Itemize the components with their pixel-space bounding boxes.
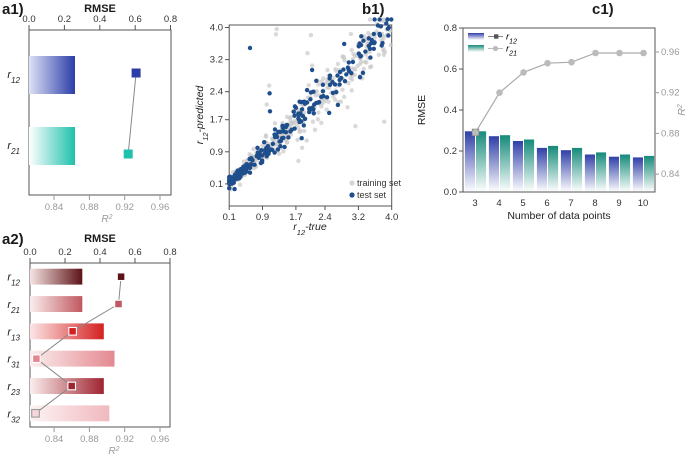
svg-text:0.92: 0.92 — [115, 434, 134, 445]
svg-text:0.0: 0.0 — [22, 14, 35, 25]
svg-text:R2: R2 — [108, 446, 119, 458]
svg-text:0.8: 0.8 — [163, 247, 176, 258]
svg-text:R2: R2 — [676, 104, 688, 116]
svg-text:5: 5 — [520, 198, 525, 209]
svg-text:0.9: 0.9 — [210, 147, 223, 158]
svg-text:0.92: 0.92 — [115, 202, 134, 213]
svg-text:Number of data points: Number of data points — [507, 210, 610, 222]
svg-text:a2): a2) — [2, 231, 24, 248]
svg-text:0.6: 0.6 — [129, 14, 142, 25]
svg-text:0.2: 0.2 — [444, 146, 457, 157]
svg-text:0.96: 0.96 — [151, 202, 170, 213]
svg-text:0.6: 0.6 — [128, 247, 141, 258]
svg-text:0.9: 0.9 — [256, 212, 269, 223]
svg-text:0.88: 0.88 — [661, 128, 680, 139]
svg-text:RMSE: RMSE — [416, 95, 428, 125]
svg-text:b1): b1) — [362, 1, 385, 18]
svg-text:4.0: 4.0 — [210, 23, 223, 34]
svg-text:0.88: 0.88 — [80, 434, 99, 445]
svg-text:0.8: 0.8 — [444, 23, 457, 34]
svg-text:r21: r21 — [506, 44, 517, 58]
svg-text:0.1: 0.1 — [223, 212, 236, 223]
svg-text:3.2: 3.2 — [352, 212, 365, 223]
svg-text:0.0: 0.0 — [23, 247, 36, 258]
svg-text:0.4: 0.4 — [93, 14, 106, 25]
svg-text:0.84: 0.84 — [45, 202, 64, 213]
svg-text:7: 7 — [568, 198, 573, 209]
svg-text:0.84: 0.84 — [661, 169, 680, 180]
svg-text:0.2: 0.2 — [58, 14, 71, 25]
svg-text:test set: test set — [357, 190, 387, 200]
svg-text:4: 4 — [496, 198, 501, 209]
svg-text:r31: r31 — [7, 354, 20, 370]
svg-text:0.96: 0.96 — [151, 434, 170, 445]
svg-text:r23: r23 — [7, 381, 20, 397]
svg-text:c1): c1) — [592, 1, 614, 18]
svg-text:2.4: 2.4 — [210, 87, 223, 98]
svg-text:8: 8 — [592, 198, 597, 209]
svg-text:9: 9 — [616, 198, 621, 209]
svg-text:3: 3 — [472, 198, 477, 209]
svg-text:r32: r32 — [7, 408, 20, 424]
svg-text:0.92: 0.92 — [661, 88, 680, 99]
svg-text:1.7: 1.7 — [210, 115, 223, 126]
svg-text:R2: R2 — [101, 214, 112, 226]
svg-text:r12: r12 — [7, 69, 20, 85]
svg-text:0.6: 0.6 — [444, 64, 457, 75]
svg-text:RMSE: RMSE — [84, 233, 116, 245]
svg-text:0.2: 0.2 — [58, 247, 71, 258]
svg-text:10: 10 — [638, 198, 649, 209]
svg-text:r12-true: r12-true — [293, 221, 327, 237]
svg-text:0.84: 0.84 — [45, 434, 64, 445]
svg-text:0.4: 0.4 — [93, 247, 106, 258]
svg-text:0.88: 0.88 — [80, 202, 99, 213]
svg-text:0.96: 0.96 — [661, 47, 680, 58]
svg-text:4.0: 4.0 — [385, 212, 398, 223]
svg-text:3.2: 3.2 — [210, 55, 223, 66]
svg-text:6: 6 — [544, 198, 549, 209]
svg-text:0.0: 0.0 — [444, 187, 457, 198]
svg-text:r21: r21 — [7, 140, 20, 156]
svg-text:0.1: 0.1 — [210, 179, 223, 190]
svg-text:r12-predicted: r12-predicted — [194, 85, 210, 145]
svg-text:training set: training set — [357, 178, 402, 188]
svg-text:0.8: 0.8 — [164, 14, 177, 25]
svg-text:r12: r12 — [7, 272, 20, 288]
svg-text:a1): a1) — [2, 1, 24, 18]
svg-text:r21: r21 — [7, 299, 20, 315]
svg-text:0.4: 0.4 — [444, 105, 457, 116]
svg-text:r13: r13 — [7, 326, 20, 342]
